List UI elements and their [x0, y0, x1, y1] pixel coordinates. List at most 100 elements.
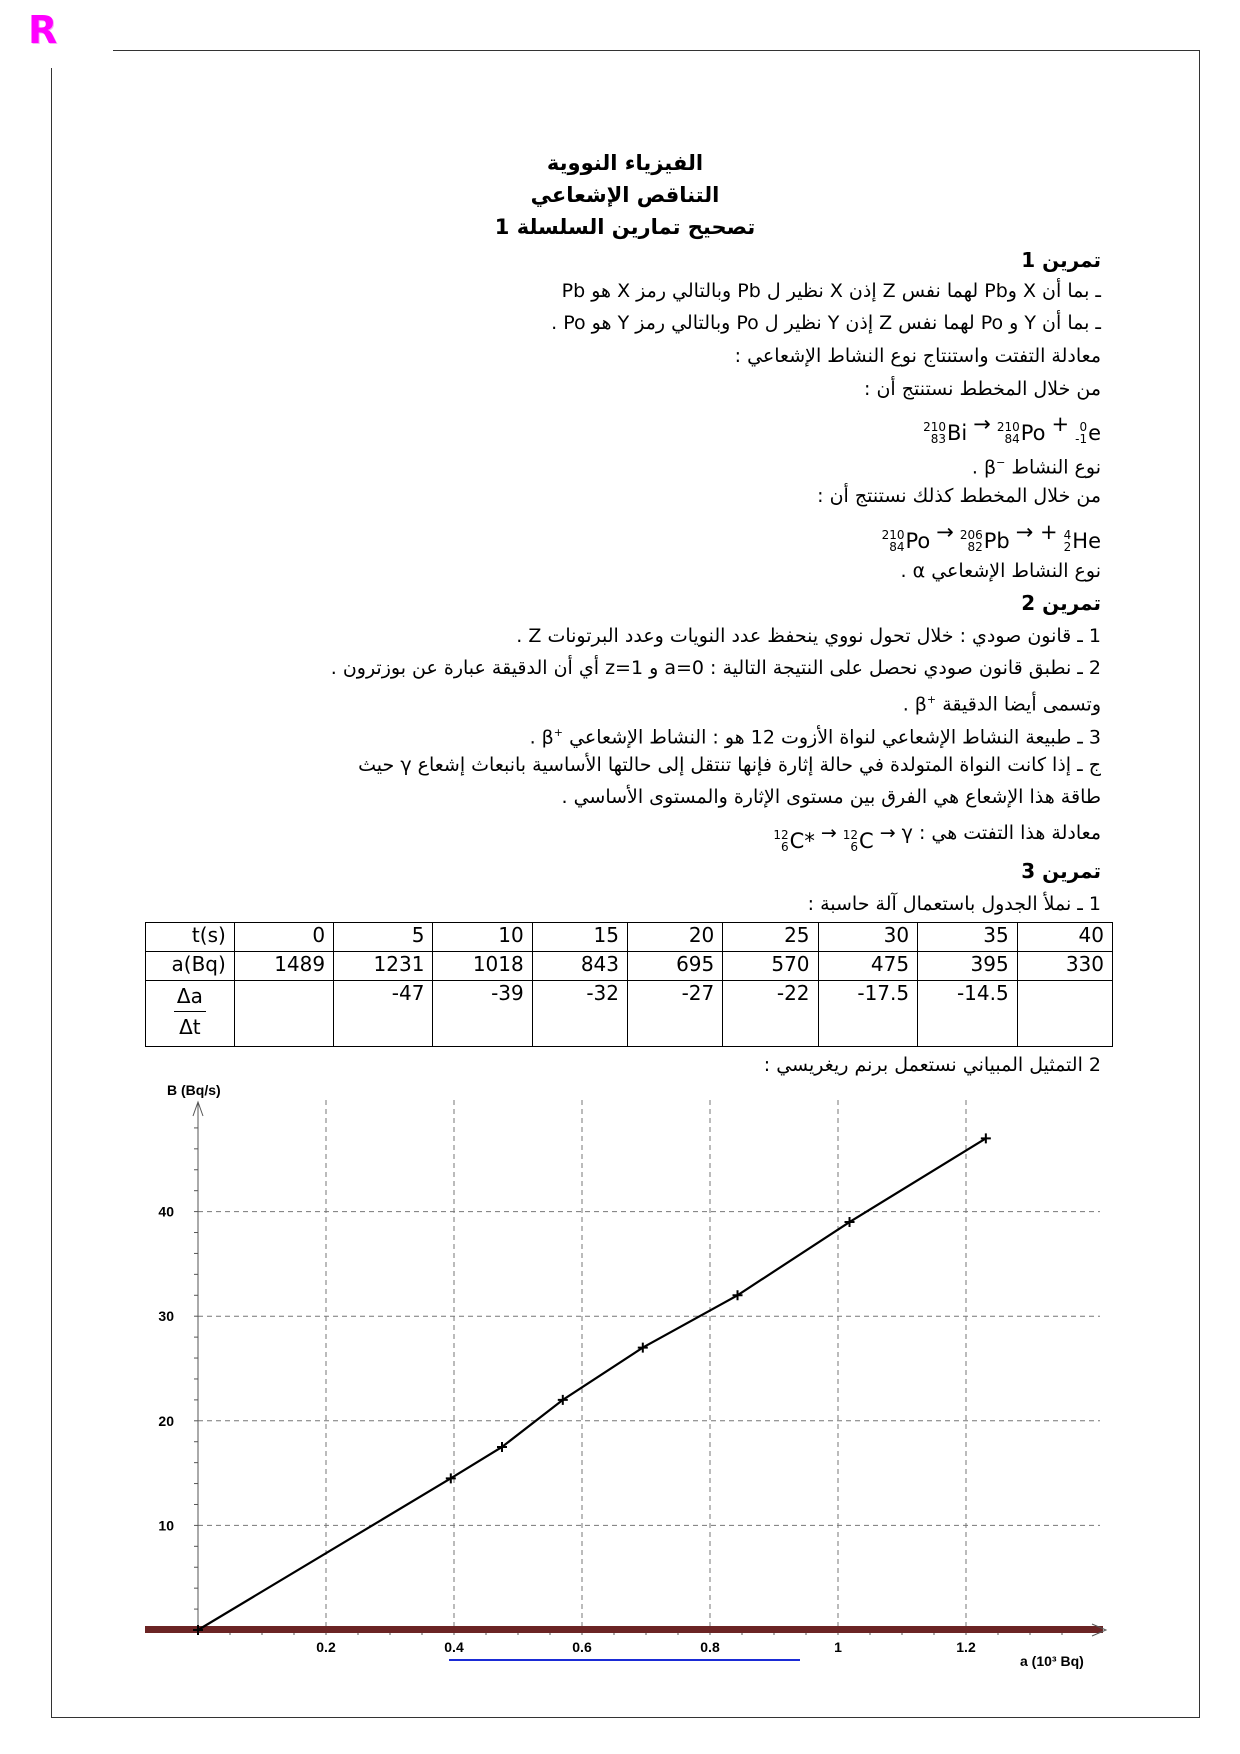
frame-border-left: [51, 68, 52, 1718]
nuclide: 0 -1 e: [1075, 420, 1101, 446]
ex1-line: من خلال المخطط نستنتج أن :: [864, 378, 1101, 400]
logo: R: [28, 8, 58, 52]
ex1-line-beta-minus: نوع النشاط β− .: [971, 456, 1101, 479]
activity-table: t(s) 0 5 10 15 20 25 30 35 40 a(Bq) 1489 1231 1018…: [145, 922, 1114, 1047]
y-axis-label: B (Bq/s): [167, 1082, 221, 1098]
ex3-line: 2 التمثيل المبياني نستعمل برنم ريغريسي :: [763, 1054, 1101, 1076]
y-tick-label: 10: [158, 1517, 174, 1533]
ex2-line: ج ـ إذا كانت النواة المتولدة في حالة إثا…: [358, 754, 1101, 776]
x-tick-label: 1.2: [956, 1639, 976, 1655]
nuclide: 206 82 Pb: [959, 528, 1010, 554]
ex3-line: 1 ـ نملأ الجدول باستعمال آلة حاسبة :: [807, 893, 1101, 915]
arrow-icon: →: [973, 412, 991, 436]
table-cell: 15: [531, 922, 629, 952]
table-row-activity: a(Bq) 1489 1231 1018 843 695 570 475 395 330: [145, 951, 1114, 981]
ex2-line: طاقة هذا الإشعاع هي الفرق بين مستوى الإث…: [561, 786, 1101, 808]
x-tick-label: 0.2: [316, 1639, 336, 1655]
data-point-marker: [557, 1394, 568, 1405]
table-cell: -22: [722, 980, 819, 1047]
title-series: تصحيح تمارين السلسلة 1: [494, 215, 756, 239]
table-cell: 5: [333, 922, 434, 952]
ex1-line-alpha: نوع النشاط الإشعاعي α .: [900, 560, 1101, 582]
row-header: t(s): [145, 922, 235, 952]
table-cell: -17.5: [817, 980, 919, 1047]
row-header: Δa Δt: [145, 980, 235, 1047]
x-tick-label: 1: [834, 1639, 842, 1655]
title-subject: الفيزياء النووية: [546, 151, 704, 175]
table-cell: 20: [626, 922, 724, 952]
chart-axes: [145, 1100, 1108, 1637]
table-cell: 0: [233, 922, 335, 952]
x-tick-label: 0.8: [700, 1639, 720, 1655]
x-axis-label: a (10³ Bq): [1020, 1653, 1084, 1669]
data-point-marker: [732, 1290, 743, 1301]
equation-c-deexcitation: 12 6 C* → 12 6 C → γ: [773, 822, 913, 854]
table-row-rate: Δa Δt -47 -39 -32 -27 -22 -17.5 -14.5: [145, 980, 1114, 1047]
table-cell: -14.5: [917, 980, 1018, 1047]
table-row-time: t(s) 0 5 10 15 20 25 30 35 40: [145, 922, 1114, 952]
table-cell: 1231: [333, 951, 434, 981]
nuclide: 210 84 Po: [881, 528, 931, 554]
table-cell: 330: [1016, 951, 1114, 981]
table-cell: 695: [626, 951, 724, 981]
y-tick-label: 20: [158, 1413, 174, 1429]
arrow-icon: →: [936, 520, 954, 544]
x-axis-band: [145, 1626, 1103, 1633]
y-axis-arrow-icon: [192, 1100, 204, 1117]
series-line: [197, 1137, 987, 1631]
activity-rate-chart: B (Bq/s) a (10³ Bq) 0.2 0.4 0.6 0.8 1 1.2 10 20…: [145, 1082, 1108, 1669]
x-tick-label: 0.6: [572, 1639, 592, 1655]
data-point-marker: [980, 1133, 991, 1144]
ex2-line: 3 ـ طبيعة النشاط الإشعاعي لنواة الأزوت 1…: [529, 726, 1101, 749]
table-cell: 30: [817, 922, 919, 952]
equation-po-decay: 210 84 Po → 206 82 Pb → +4 2 He: [882, 512, 1101, 561]
title-lesson: التناقص الإشعاعي: [530, 183, 720, 207]
ex1-line: ـ بما أن Y و Po لهما نفس Z إذن Y نظير ل …: [551, 312, 1101, 334]
table-cell: 475: [817, 951, 919, 981]
row-header: a(Bq): [145, 951, 235, 981]
ex2-line: وتسمى أيضا الدقيقة β+ .: [902, 693, 1101, 716]
data-point-marker: [193, 1625, 203, 1635]
y-tick-label: 40: [158, 1204, 174, 1220]
table-cell: -32: [531, 980, 629, 1047]
table-cell: 35: [917, 922, 1018, 952]
nuclide: 210 83 Bi: [923, 420, 968, 446]
data-point-marker: [844, 1217, 855, 1228]
ex1-line: من خلال المخطط كذلك نستنتج أن :: [817, 485, 1101, 507]
table-cell: 40: [1016, 922, 1114, 952]
data-point-marker: [445, 1473, 456, 1484]
table-cell: -47: [333, 980, 434, 1047]
table-cell: [233, 980, 335, 1047]
table-cell: 25: [722, 922, 819, 952]
table-cell: 10: [432, 922, 533, 952]
nuclide: 210 84 Po: [996, 420, 1046, 446]
ex2-line: 2 ـ نطبق قانون صودي نحصل على النتيجة الت…: [330, 657, 1101, 679]
ex1-line: ـ بما أن X وPb لهما نفس Z إذن X نظير ل P…: [561, 280, 1101, 302]
ex1-line: معادلة التفتت واستنتاج نوع النشاط الإشعا…: [734, 345, 1101, 367]
table-cell: [1016, 980, 1114, 1047]
arrow-icon: → +: [1015, 520, 1058, 544]
equation-bi-decay: 210 83 Bi → 210 84 Po +0 -1 e: [923, 404, 1101, 453]
table-cell: -39: [432, 980, 533, 1047]
x-tick-label: 0.4: [444, 1639, 464, 1655]
ex2-line-equation: معادلة هذا التفتت هي : 12 6 C* → 12 6 C → γ: [101, 813, 1101, 861]
data-point-marker: [497, 1441, 507, 1452]
x-axis-arrow-icon: [1091, 1623, 1108, 1637]
y-tick-label: 30: [158, 1308, 174, 1324]
ex2-heading: تمرين 2: [1021, 591, 1101, 615]
chart-grid: [198, 1100, 1100, 1630]
frame-border-bottom: [51, 1717, 1200, 1718]
frame-border-right: [1199, 50, 1200, 1718]
table-cell: 570: [722, 951, 819, 981]
ex2-line: 1 ـ قانون صودي : خلال تحول نووي ينحفظ عد…: [516, 625, 1101, 647]
table-cell: 1018: [432, 951, 533, 981]
table-cell: 843: [531, 951, 629, 981]
table-cell: 1489: [233, 951, 335, 981]
ex1-heading: تمرين 1: [1021, 248, 1101, 272]
nuclide: 4 2 He: [1063, 528, 1101, 554]
table-cell: 395: [917, 951, 1018, 981]
blue-underline: [449, 1659, 800, 1661]
frame-border-top: [113, 50, 1200, 51]
data-point-marker: [637, 1342, 648, 1353]
ex3-heading: تمرين 3: [1021, 859, 1101, 883]
